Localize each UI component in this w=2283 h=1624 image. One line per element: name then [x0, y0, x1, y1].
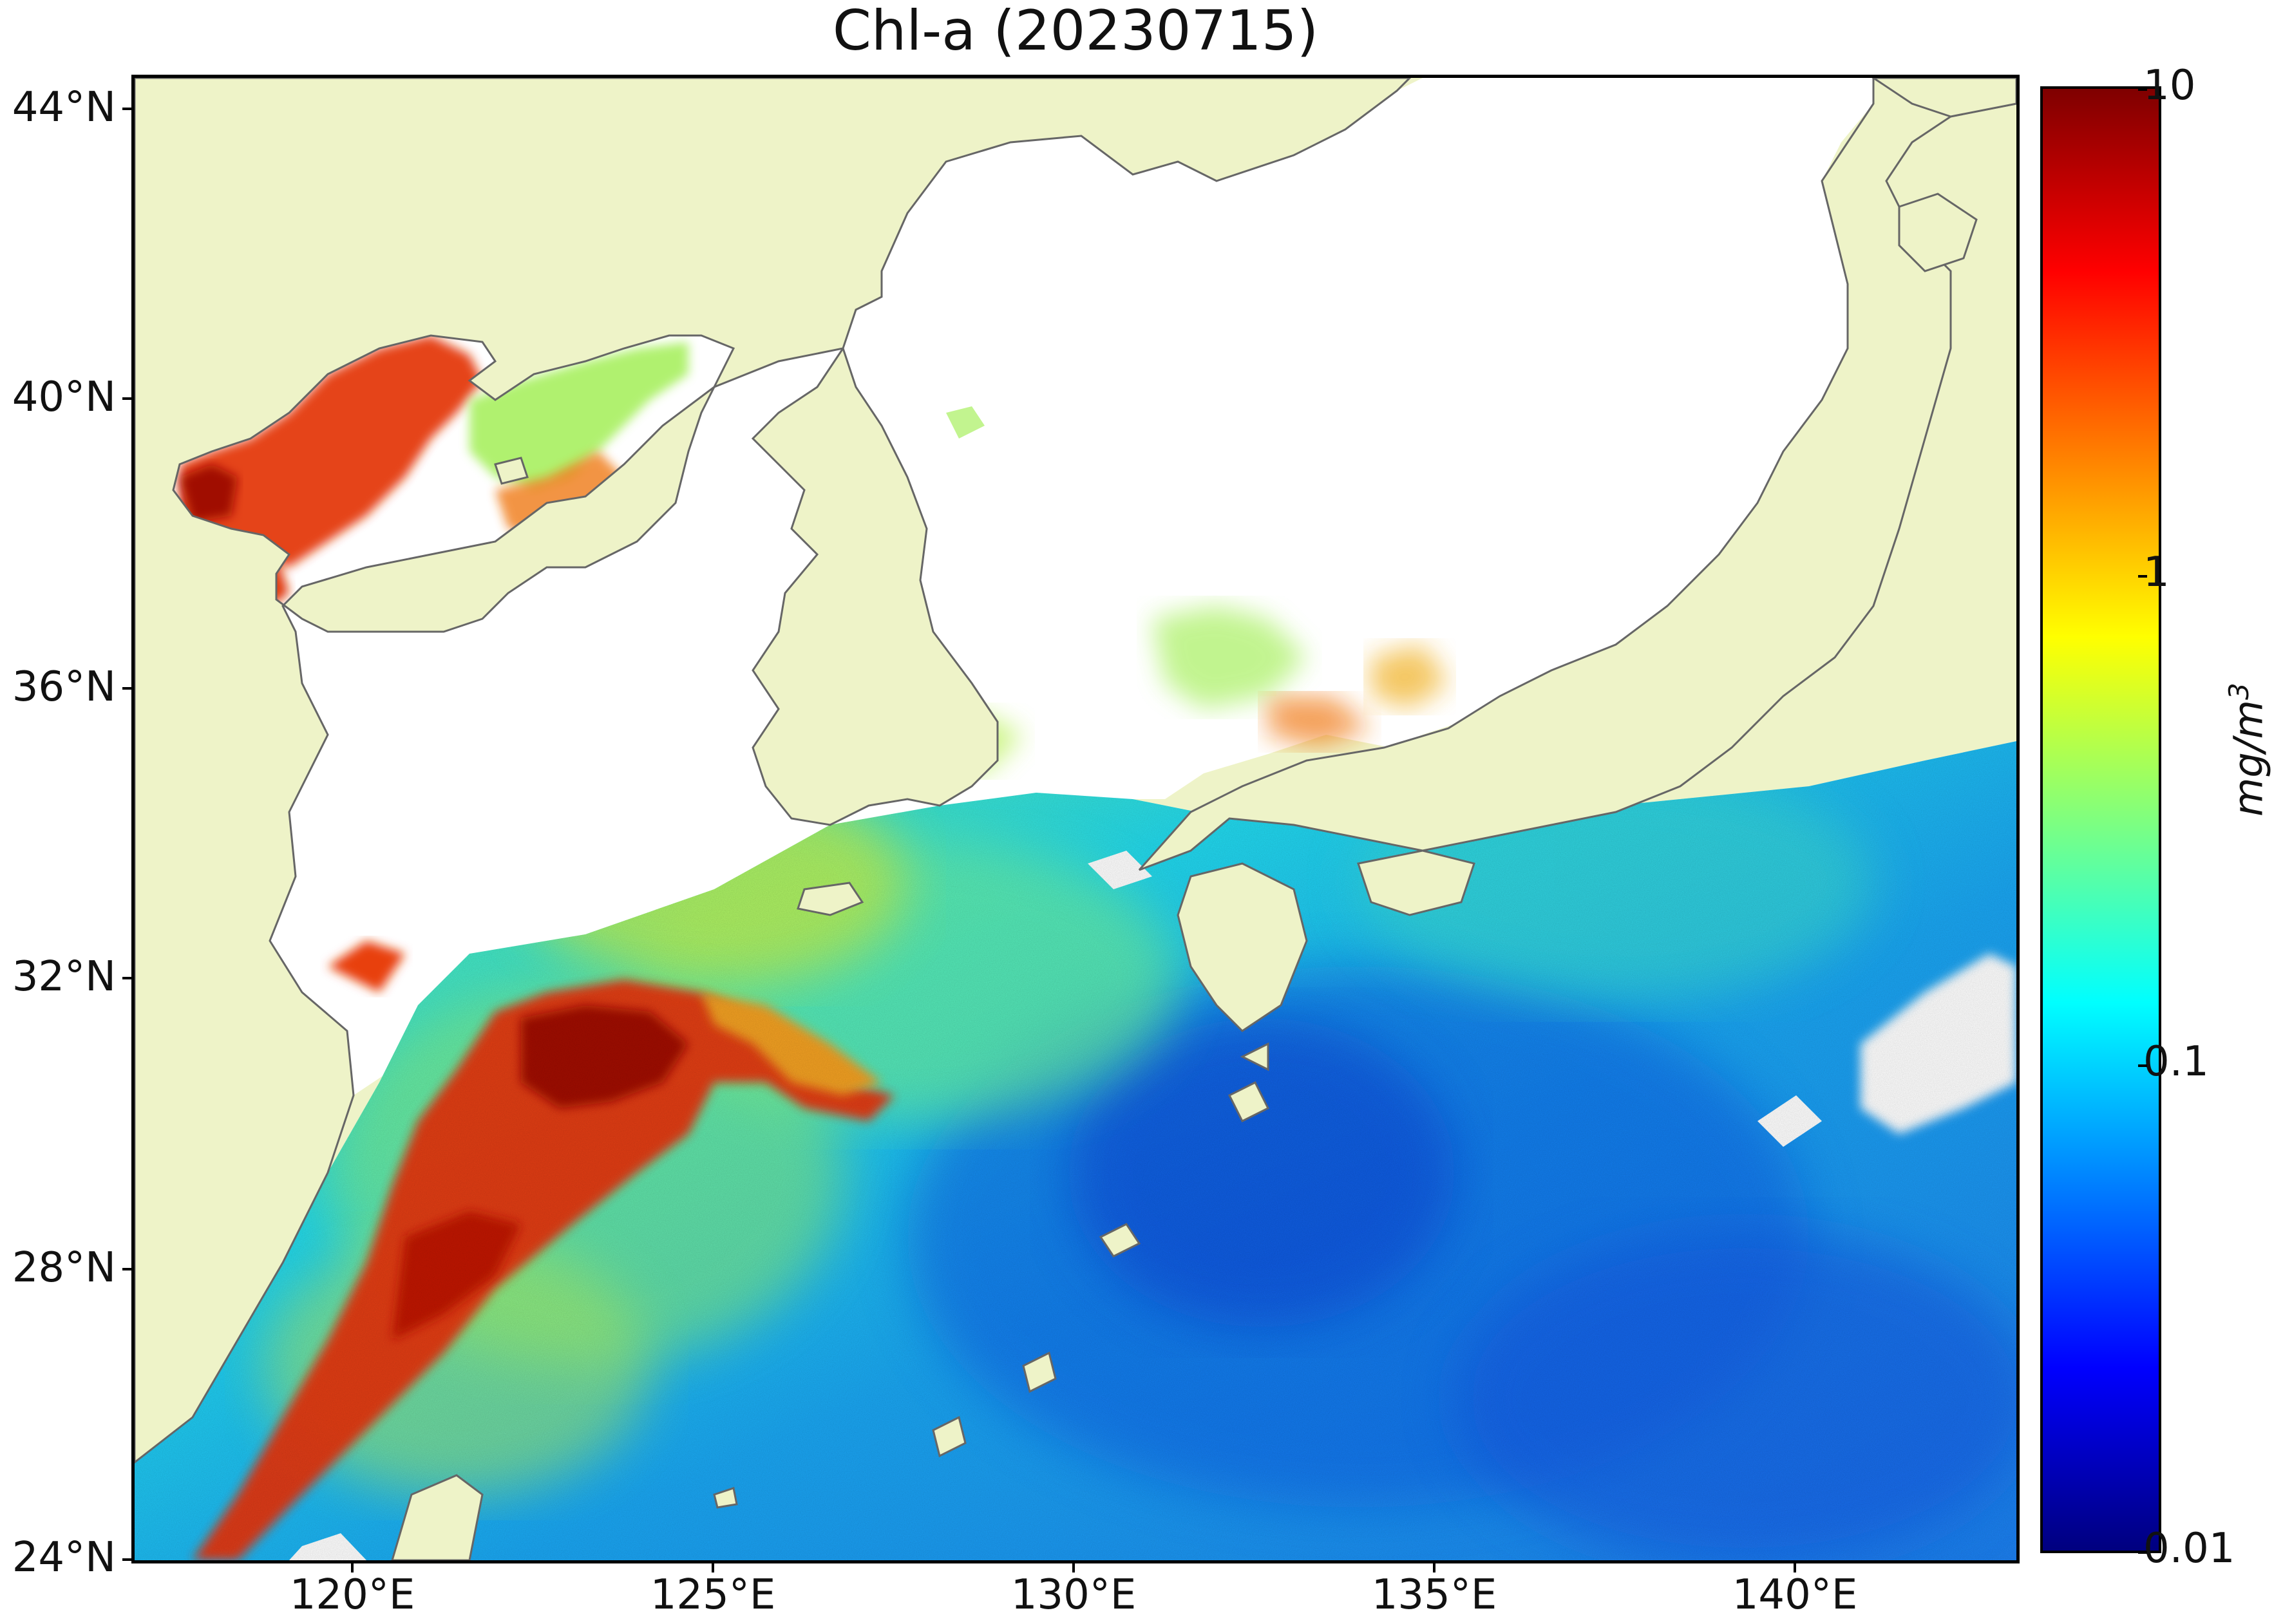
lat-tick-mark: [122, 977, 131, 979]
lat-tick-36: 36°N: [12, 663, 116, 711]
china-landmass: [135, 78, 1412, 1464]
figure-title: Chl-a (20230715): [832, 0, 1319, 63]
lon-tick-120: 120°E: [289, 1571, 415, 1619]
lon-tick-mark: [1433, 1563, 1435, 1572]
colorbar-tick-0-01: 0.01: [2143, 1525, 2235, 1572]
lon-tick-140: 140°E: [1732, 1571, 1858, 1619]
jeju-island: [797, 882, 864, 916]
lat-tick-32: 32°N: [12, 953, 116, 1001]
colorbar-unit-label: mg/m3: [2223, 683, 2272, 817]
colorbar-tick-10: 10: [2143, 62, 2196, 109]
lat-tick-mark: [122, 108, 131, 110]
map-panel: [131, 75, 2020, 1563]
lat-tick-28: 28°N: [12, 1244, 116, 1292]
lon-tick-mark: [1072, 1563, 1075, 1572]
lat-tick-24: 24°N: [12, 1534, 116, 1582]
colorbar-tick-mark: [2138, 1064, 2147, 1067]
colorbar: [2040, 86, 2161, 1553]
ryukyu-islands: [713, 1042, 1270, 1509]
lon-tick-135: 135°E: [1371, 1571, 1497, 1619]
lat-tick-mark: [122, 397, 131, 400]
lon-tick-mark: [1794, 1563, 1796, 1572]
colorbar-tick-0-1: 0.1: [2143, 1038, 2209, 1086]
colorbar-tick-mark: [2138, 1551, 2147, 1554]
lon-tick-125: 125°E: [650, 1571, 776, 1619]
map-canvas: [135, 78, 2016, 1560]
lat-tick-44: 44°N: [12, 84, 116, 131]
japan-shikoku: [1357, 849, 1475, 916]
taiwan-island: [391, 1474, 484, 1560]
colorbar-tick-mark: [2138, 88, 2147, 91]
lon-tick-130: 130°E: [1010, 1571, 1137, 1619]
lat-tick-mark: [122, 687, 131, 690]
japan-kyushu: [1177, 862, 1308, 1032]
lon-tick-mark: [712, 1563, 714, 1572]
lat-tick-mark: [122, 1558, 131, 1561]
colorbar-tick-mark: [2138, 575, 2147, 578]
japan-honshu: [1138, 78, 2016, 871]
colorbar-tick-1: 1: [2143, 549, 2170, 596]
lat-tick-mark: [122, 1268, 131, 1270]
japan-hokkaido: [1871, 78, 2016, 118]
lon-tick-mark: [351, 1563, 354, 1572]
lat-tick-40: 40°N: [12, 373, 116, 421]
korea-landmass: [751, 346, 999, 826]
